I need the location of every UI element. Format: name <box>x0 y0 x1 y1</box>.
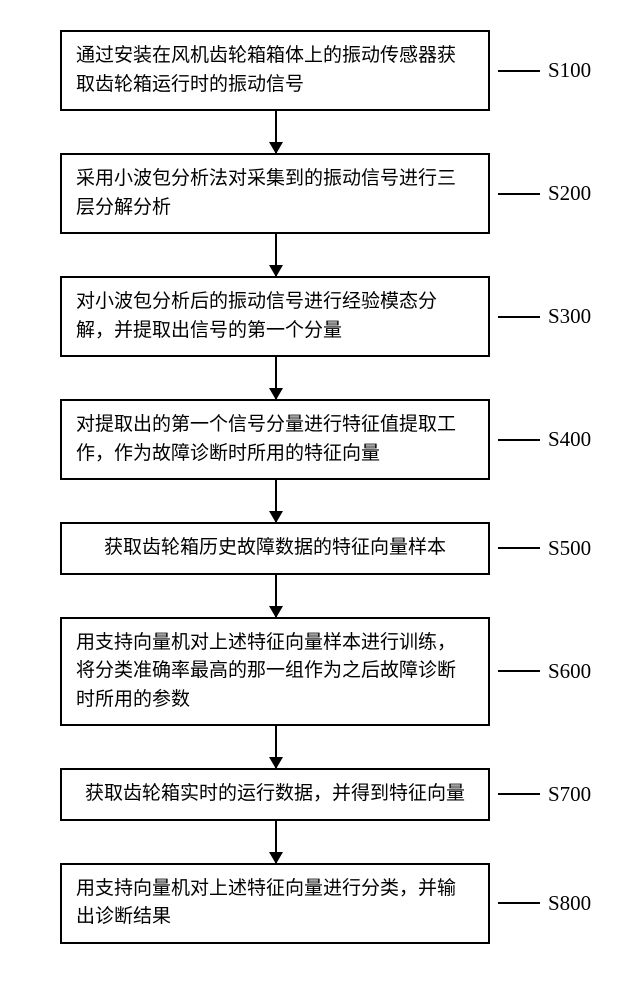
step-text: 获取齿轮箱实时的运行数据，并得到特征向量 <box>85 783 465 804</box>
step-label: S800 <box>548 891 591 916</box>
step-text: 通过安装在风机齿轮箱箱体上的振动传感器获取齿轮箱运行时的振动信号 <box>76 45 456 95</box>
step-label-wrap: S600 <box>498 659 591 684</box>
flowchart-container: 通过安装在风机齿轮箱箱体上的振动传感器获取齿轮箱运行时的振动信号 S100 采用… <box>0 0 622 974</box>
step-label: S400 <box>548 427 591 452</box>
step-box-s400: 对提取出的第一个信号分量进行特征值提取工作，作为故障诊断时所用的特征向量 <box>60 399 490 480</box>
step-label-wrap: S700 <box>498 782 591 807</box>
step-box-s200: 采用小波包分析法对采集到的振动信号进行三层分解分析 <box>60 153 490 234</box>
step-box-s100: 通过安装在风机齿轮箱箱体上的振动传感器获取齿轮箱运行时的振动信号 <box>60 30 490 111</box>
step-row: 用支持向量机对上述特征向量样本进行训练，将分类准确率最高的那一组作为之后故障诊断… <box>20 617 602 727</box>
leader-line <box>498 316 540 318</box>
arrow-down-icon <box>275 480 277 522</box>
step-row: 通过安装在风机齿轮箱箱体上的振动传感器获取齿轮箱运行时的振动信号 S100 <box>20 30 602 111</box>
step-row: 采用小波包分析法对采集到的振动信号进行三层分解分析 S200 <box>20 153 602 234</box>
leader-line <box>498 793 540 795</box>
step-text: 用支持向量机对上述特征向量进行分类，并输出诊断结果 <box>76 878 456 928</box>
step-text: 采用小波包分析法对采集到的振动信号进行三层分解分析 <box>76 168 456 218</box>
arrow-down-icon <box>275 357 277 399</box>
step-text: 对小波包分析后的振动信号进行经验模态分解，并提取出信号的第一个分量 <box>76 291 437 341</box>
step-label-wrap: S300 <box>498 304 591 329</box>
step-label-wrap: S100 <box>498 58 591 83</box>
step-box-s600: 用支持向量机对上述特征向量样本进行训练，将分类准确率最高的那一组作为之后故障诊断… <box>60 617 490 727</box>
leader-line <box>498 193 540 195</box>
arrow-down-icon <box>275 575 277 617</box>
step-label-wrap: S400 <box>498 427 591 452</box>
leader-line <box>498 670 540 672</box>
leader-line <box>498 439 540 441</box>
arrow-down-icon <box>275 234 277 276</box>
step-box-s800: 用支持向量机对上述特征向量进行分类，并输出诊断结果 <box>60 863 490 944</box>
step-label: S500 <box>548 536 591 561</box>
step-row: 获取齿轮箱实时的运行数据，并得到特征向量 S700 <box>20 768 602 821</box>
step-row: 对提取出的第一个信号分量进行特征值提取工作，作为故障诊断时所用的特征向量 S40… <box>20 399 602 480</box>
arrow-down-icon <box>275 821 277 863</box>
leader-line <box>498 70 540 72</box>
step-label-wrap: S800 <box>498 891 591 916</box>
step-box-s500: 获取齿轮箱历史故障数据的特征向量样本 <box>60 522 490 575</box>
leader-line <box>498 902 540 904</box>
step-label: S300 <box>548 304 591 329</box>
step-box-s300: 对小波包分析后的振动信号进行经验模态分解，并提取出信号的第一个分量 <box>60 276 490 357</box>
step-label: S600 <box>548 659 591 684</box>
step-label: S700 <box>548 782 591 807</box>
step-text: 用支持向量机对上述特征向量样本进行训练，将分类准确率最高的那一组作为之后故障诊断… <box>76 632 456 710</box>
arrow-down-icon <box>275 111 277 153</box>
arrow-down-icon <box>275 726 277 768</box>
step-row: 对小波包分析后的振动信号进行经验模态分解，并提取出信号的第一个分量 S300 <box>20 276 602 357</box>
step-label: S200 <box>548 181 591 206</box>
step-text: 获取齿轮箱历史故障数据的特征向量样本 <box>104 537 446 558</box>
step-text: 对提取出的第一个信号分量进行特征值提取工作，作为故障诊断时所用的特征向量 <box>76 414 456 464</box>
step-label-wrap: S500 <box>498 536 591 561</box>
leader-line <box>498 547 540 549</box>
step-box-s700: 获取齿轮箱实时的运行数据，并得到特征向量 <box>60 768 490 821</box>
step-row: 获取齿轮箱历史故障数据的特征向量样本 S500 <box>20 522 602 575</box>
step-row: 用支持向量机对上述特征向量进行分类，并输出诊断结果 S800 <box>20 863 602 944</box>
step-label: S100 <box>548 58 591 83</box>
step-label-wrap: S200 <box>498 181 591 206</box>
